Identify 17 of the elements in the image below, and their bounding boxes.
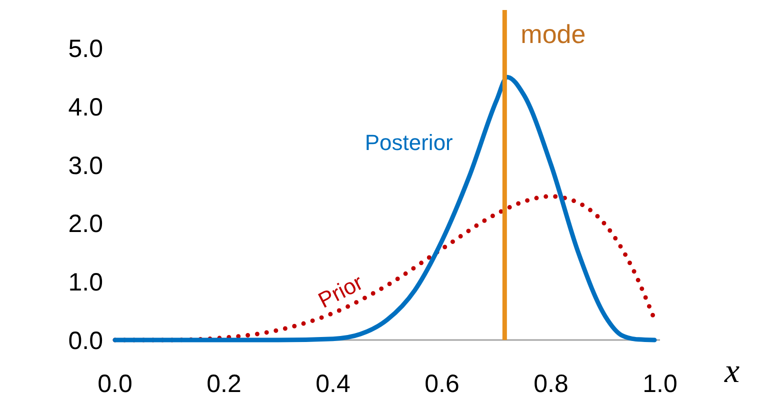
line-series [112,74,657,342]
x-axis-title: x [723,353,740,390]
y-tick-label: 0.0 [68,327,103,355]
x-tick-label: 1.0 [642,370,678,398]
x-tick-label: 0.0 [98,370,132,398]
y-tick-label: 4.0 [68,93,103,122]
y-tick-label: 3.0 [68,152,103,180]
x-tick-label: 0.2 [206,370,242,398]
x-tick-label: 0.4 [316,370,350,398]
y-tick-label: 5.0 [68,34,103,63]
ref-line-label: mode [520,19,586,49]
series-label: Posterior [364,130,453,156]
text: Prior [314,270,367,313]
x-tick-label: 0.6 [424,370,460,398]
y-tick-label: 2.0 [68,210,103,238]
x-tick-label: 0.8 [534,370,568,398]
y-tick-label: 1.0 [68,268,103,297]
